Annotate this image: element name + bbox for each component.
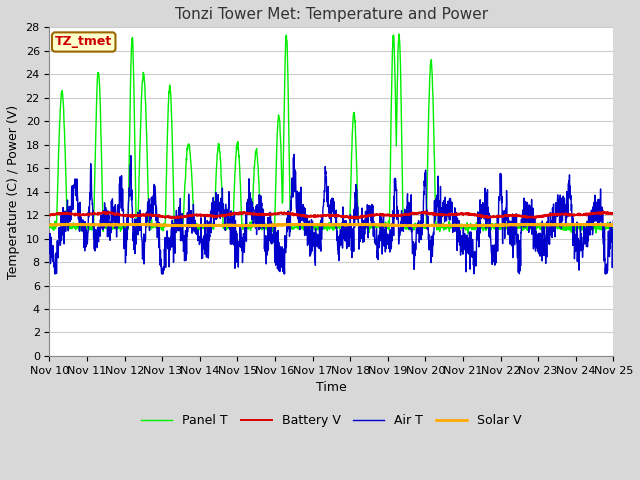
Line: Panel T: Panel T <box>49 34 613 233</box>
Air T <box>560 209 568 215</box>
Battery V <box>422 208 429 214</box>
Panel T <box>348 150 355 156</box>
Air T <box>348 240 356 246</box>
Line: Battery V: Battery V <box>49 211 613 218</box>
Solar V <box>45 222 53 228</box>
Line: Solar V: Solar V <box>49 224 613 226</box>
Solar V <box>576 222 584 228</box>
Title: Tonzi Tower Met: Temperature and Power: Tonzi Tower Met: Temperature and Power <box>175 7 488 22</box>
Solar V <box>360 222 368 228</box>
Air T <box>45 250 53 256</box>
Solar V <box>348 222 356 228</box>
Panel T <box>560 221 568 227</box>
Battery V <box>360 213 368 219</box>
Battery V <box>352 216 360 221</box>
Battery V <box>348 214 355 219</box>
Air T <box>609 217 617 223</box>
Battery V <box>45 212 53 218</box>
Panel T <box>496 224 504 230</box>
Panel T <box>395 31 403 37</box>
Solar V <box>203 222 211 228</box>
Air T <box>291 151 298 157</box>
Battery V <box>560 212 568 218</box>
Air T <box>496 197 504 203</box>
Y-axis label: Temperature (C) / Power (V): Temperature (C) / Power (V) <box>7 105 20 279</box>
Battery V <box>496 214 504 220</box>
Air T <box>360 217 368 223</box>
Solar V <box>496 222 504 228</box>
Air T <box>51 271 58 276</box>
Solar V <box>252 223 260 229</box>
Solar V <box>560 222 568 228</box>
Text: TZ_tmet: TZ_tmet <box>55 36 113 48</box>
Legend: Panel T, Battery V, Air T, Solar V: Panel T, Battery V, Air T, Solar V <box>135 408 528 434</box>
X-axis label: Time: Time <box>316 381 347 394</box>
Panel T <box>576 226 584 231</box>
Battery V <box>203 213 211 218</box>
Solar V <box>360 221 368 227</box>
Line: Air T: Air T <box>49 154 613 274</box>
Panel T <box>45 224 53 230</box>
Panel T <box>464 230 472 236</box>
Solar V <box>609 222 617 228</box>
Air T <box>576 245 584 251</box>
Battery V <box>576 212 584 218</box>
Panel T <box>609 225 617 231</box>
Air T <box>203 238 211 244</box>
Panel T <box>203 225 211 231</box>
Battery V <box>609 210 617 216</box>
Panel T <box>360 225 368 231</box>
